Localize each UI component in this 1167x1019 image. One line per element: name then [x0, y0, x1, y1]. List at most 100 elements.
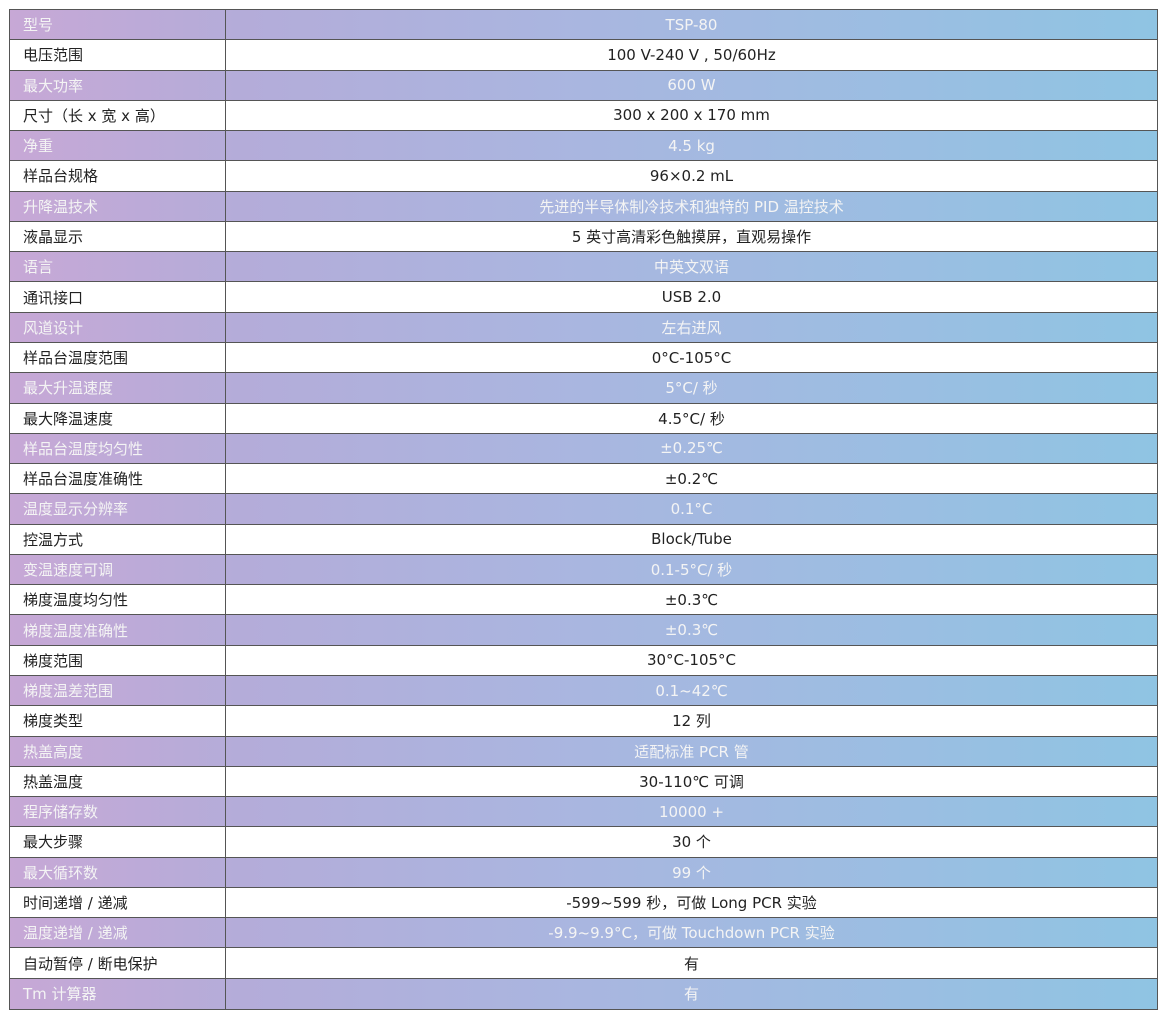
table-row: 最大降温速度 4.5°C/ 秒 — [10, 403, 1157, 434]
spec-value: ±0.25℃ — [660, 439, 723, 458]
spec-value: 0.1~42℃ — [655, 681, 728, 700]
spec-label: 最大降温速度 — [10, 403, 226, 433]
spec-label: 净重 — [10, 131, 226, 161]
spec-label: 样品台温度范围 — [10, 343, 226, 373]
spec-label: 尺寸（长 x 宽 x 高） — [10, 100, 226, 131]
spec-value: 96×0.2 mL — [649, 166, 734, 185]
spec-value: ±0.3℃ — [664, 621, 719, 640]
table-row: 最大步骤 30 个 — [10, 827, 1157, 858]
spec-value: ±0.2℃ — [664, 469, 719, 488]
spec-label: 型号 — [10, 10, 226, 40]
table-row: 热盖温度 30-110℃ 可调 — [10, 766, 1157, 798]
table-row: 样品台温度范围 0°C-105°C — [10, 343, 1157, 374]
table-row: 尺寸（长 x 宽 x 高） 300 x 200 x 170 mm — [10, 100, 1157, 132]
spec-value: 0.1°C — [670, 499, 713, 518]
spec-label: 梯度范围 — [10, 645, 226, 675]
spec-label: Tm 计算器 — [10, 978, 226, 1009]
spec-label: 最大升温速度 — [10, 373, 226, 403]
spec-label: 梯度温差范围 — [10, 676, 226, 706]
spec-label: 梯度温度均匀性 — [10, 585, 226, 615]
table-row: 样品台规格 96×0.2 mL — [10, 161, 1157, 192]
spec-label: 热盖高度 — [10, 736, 226, 766]
spec-value: 600 W — [667, 76, 716, 95]
table-row: 最大升温速度 5°C/ 秒 — [10, 373, 1157, 404]
spec-value: 0.1-5°C/ 秒 — [650, 561, 733, 580]
spec-label: 梯度温度准确性 — [10, 615, 226, 645]
spec-value: 0°C-105°C — [651, 348, 732, 367]
table-row: 最大循环数 99 个 — [10, 857, 1157, 888]
table-row: 变温速度可调 0.1-5°C/ 秒 — [10, 554, 1157, 586]
table-row: 样品台温度均匀性 ±0.25℃ — [10, 433, 1157, 465]
spec-value: 30 个 — [672, 833, 711, 852]
table-row: 梯度温差范围 0.1~42℃ — [10, 676, 1157, 707]
spec-value: 4.5°C/ 秒 — [658, 409, 725, 428]
spec-value: 5 英寸高清彩色触摸屏，直观易操作 — [571, 228, 812, 247]
spec-label: 最大步骤 — [10, 827, 226, 857]
spec-label: 时间递增 / 递减 — [10, 887, 226, 918]
spec-value: 有 — [683, 954, 699, 973]
table-row: 液晶显示 5 英寸高清彩色触摸屏，直观易操作 — [10, 221, 1157, 253]
spec-value: 适配标准 PCR 管 — [634, 742, 749, 761]
spec-value: 100 V-240 V , 50/60Hz — [607, 45, 776, 64]
spec-label: 升降温技术 — [10, 191, 226, 221]
spec-label: 液晶显示 — [10, 221, 226, 252]
spec-value: Block/Tube — [651, 530, 732, 549]
table-row: 型号 TSP-80 — [10, 10, 1157, 41]
table-row: 梯度类型 12 列 — [10, 706, 1157, 737]
table-row: 热盖高度 适配标准 PCR 管 — [10, 736, 1157, 767]
spec-label: 温度显示分辨率 — [10, 494, 226, 524]
spec-value: 10000 + — [658, 802, 725, 821]
table-row: 电压范围 100 V-240 V , 50/60Hz — [10, 40, 1157, 71]
spec-value: ±0.3℃ — [664, 590, 719, 609]
spec-value: 先进的半导体制冷技术和独特的 PID 温控技术 — [539, 197, 844, 216]
spec-value: 4.5 kg — [668, 136, 715, 155]
table-row: 语言 中英文双语 — [10, 252, 1157, 283]
table-row: 升降温技术 先进的半导体制冷技术和独特的 PID 温控技术 — [10, 191, 1157, 222]
spec-label: 风道设计 — [10, 312, 226, 342]
table-row: 梯度温度准确性 ±0.3℃ — [10, 615, 1157, 646]
spec-label: 最大循环数 — [10, 857, 226, 887]
spec-value: USB 2.0 — [661, 288, 722, 307]
table-row: 温度递增 / 递减 -9.9~9.9°C，可做 Touchdown PCR 实验 — [10, 918, 1157, 949]
table-row: 梯度范围 30°C-105°C — [10, 645, 1157, 676]
spec-label: 最大功率 — [10, 70, 226, 100]
table-row: 风道设计 左右进风 — [10, 312, 1157, 343]
spec-value: 300 x 200 x 170 mm — [613, 106, 770, 125]
spec-value: 5°C/ 秒 — [665, 379, 718, 398]
spec-label: 热盖温度 — [10, 766, 226, 797]
spec-value: 12 列 — [672, 712, 711, 731]
spec-value: 30-110℃ 可调 — [639, 772, 744, 791]
table-row: 净重 4.5 kg — [10, 131, 1157, 162]
table-row: 控温方式 Block/Tube — [10, 524, 1157, 555]
table-row: 样品台温度准确性 ±0.2℃ — [10, 464, 1157, 495]
spec-label: 样品台温度准确性 — [10, 464, 226, 494]
table-row: 最大功率 600 W — [10, 70, 1157, 101]
spec-label: 电压范围 — [10, 40, 226, 70]
spec-label: 样品台规格 — [10, 161, 226, 191]
spec-value: TSP-80 — [665, 15, 718, 34]
table-row: 程序储存数 10000 + — [10, 797, 1157, 828]
spec-label: 语言 — [10, 252, 226, 282]
table-row: 通讯接口 USB 2.0 — [10, 282, 1157, 313]
spec-label: 程序储存数 — [10, 797, 226, 827]
spec-value: 左右进风 — [661, 318, 722, 337]
table-row: 温度显示分辨率 0.1°C — [10, 494, 1157, 525]
spec-label: 通讯接口 — [10, 282, 226, 312]
spec-value: -599~599 秒，可做 Long PCR 实验 — [566, 894, 817, 913]
table-row: 自动暂停 / 断电保护 有 — [10, 948, 1157, 979]
table-row: Tm 计算器 有 — [10, 978, 1157, 1009]
spec-value: 99 个 — [672, 863, 711, 882]
spec-label: 变温速度可调 — [10, 554, 226, 585]
table-row: 时间递增 / 递减 -599~599 秒，可做 Long PCR 实验 — [10, 887, 1157, 919]
table-row: 梯度温度均匀性 ±0.3℃ — [10, 585, 1157, 616]
spec-value: 中英文双语 — [653, 258, 729, 277]
spec-value: -9.9~9.9°C，可做 Touchdown PCR 实验 — [548, 924, 835, 943]
spec-label: 自动暂停 / 断电保护 — [10, 948, 226, 978]
spec-table: 型号 TSP-80 电压范围 100 V-240 V , 50/60Hz 最大功率 600… — [9, 9, 1158, 1010]
spec-label: 控温方式 — [10, 524, 226, 554]
spec-label: 温度递增 / 递减 — [10, 918, 226, 948]
spec-label: 样品台温度均匀性 — [10, 433, 226, 464]
spec-label: 梯度类型 — [10, 706, 226, 736]
spec-value: 有 — [683, 985, 699, 1004]
